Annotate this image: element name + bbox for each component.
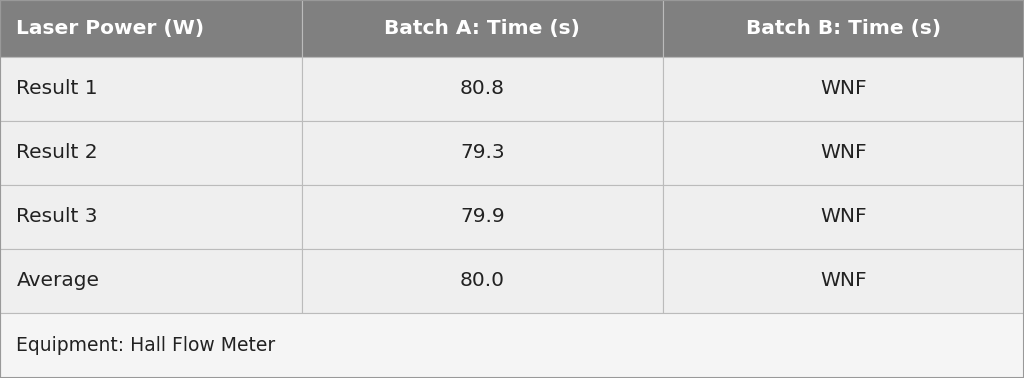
Text: WNF: WNF [820, 271, 866, 291]
Text: WNF: WNF [820, 144, 866, 163]
Bar [0, 185, 302, 249]
Bar [0, 249, 302, 313]
Bar [0, 121, 302, 185]
Text: Result 1: Result 1 [16, 79, 98, 99]
Text: 80.0: 80.0 [460, 271, 505, 291]
Text: Laser Power (W): Laser Power (W) [16, 19, 205, 38]
Bar [663, 249, 1024, 313]
Bar [663, 0, 1024, 57]
Text: Result 3: Result 3 [16, 208, 98, 226]
Bar [302, 249, 663, 313]
Bar [302, 185, 663, 249]
Text: WNF: WNF [820, 79, 866, 99]
Text: 79.9: 79.9 [460, 208, 505, 226]
Bar [302, 0, 663, 57]
Bar [302, 121, 663, 185]
Text: Equipment: Hall Flow Meter: Equipment: Hall Flow Meter [16, 336, 275, 355]
Bar [0, 57, 302, 121]
Bar [0, 0, 302, 57]
Text: Average: Average [16, 271, 99, 291]
Text: Batch B: Time (s): Batch B: Time (s) [745, 19, 941, 38]
Text: Batch A: Time (s): Batch A: Time (s) [384, 19, 581, 38]
Bar [663, 121, 1024, 185]
Bar [302, 57, 663, 121]
Text: WNF: WNF [820, 208, 866, 226]
Bar [0, 313, 1024, 378]
Bar [663, 185, 1024, 249]
Text: 79.3: 79.3 [460, 144, 505, 163]
Text: 80.8: 80.8 [460, 79, 505, 99]
Text: Result 2: Result 2 [16, 144, 98, 163]
Bar [663, 57, 1024, 121]
